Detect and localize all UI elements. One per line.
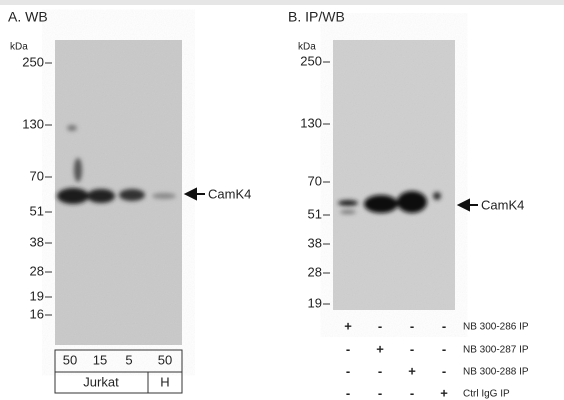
marker-label: 28 [30, 263, 44, 278]
sign: + [344, 318, 352, 333]
marker-label: 130 [22, 116, 44, 131]
sign: - [410, 385, 414, 400]
sign: - [378, 318, 382, 333]
sign: - [346, 385, 350, 400]
sign: - [442, 341, 446, 356]
sign: - [442, 318, 446, 333]
sign: - [378, 363, 382, 378]
unit-b: kDa [298, 42, 316, 53]
sign: + [408, 363, 416, 378]
lane-label: 50 [63, 352, 77, 367]
row-label: NB 300-287 IP [463, 345, 529, 356]
sign: + [376, 341, 384, 356]
target-a: CamK4 [208, 186, 251, 201]
lane-label: 15 [93, 352, 107, 367]
marker-label: 38 [308, 235, 322, 250]
unit-a: kDa [10, 42, 28, 53]
marker-label: 38 [30, 234, 44, 249]
marker-label: 51 [30, 203, 44, 218]
marker-label: 28 [308, 264, 322, 279]
group-label: Jurkat [83, 374, 119, 389]
sign: - [442, 363, 446, 378]
top-bar [0, 0, 564, 5]
marker-label: 19 [30, 288, 44, 303]
row-label: NB 300-286 IP [463, 322, 529, 333]
lane-label: 50 [158, 352, 172, 367]
sign: - [346, 341, 350, 356]
group-label: H [160, 374, 169, 389]
marker-label: 16 [30, 306, 44, 321]
arrow-b [456, 198, 478, 212]
sign: - [410, 341, 414, 356]
marker-label: 70 [308, 173, 322, 188]
arrow-a [183, 187, 205, 201]
sign: - [346, 363, 350, 378]
sign: + [440, 385, 448, 400]
marker-label: 250 [300, 53, 322, 68]
marker-label: 51 [308, 206, 322, 221]
marker-label: 19 [308, 295, 322, 310]
target-b: CamK4 [481, 197, 524, 212]
marker-label: 130 [300, 115, 322, 130]
lane-label: 5 [125, 352, 132, 367]
bands-b [338, 191, 441, 214]
blot-b-texture [333, 40, 455, 310]
marker-label: 70 [30, 168, 44, 183]
sign: - [378, 385, 382, 400]
row-label: Ctrl IgG IP [463, 389, 510, 400]
sign: - [410, 318, 414, 333]
row-label: NB 300-288 IP [463, 367, 529, 378]
panel-b-title: B. IP/WB [288, 9, 345, 25]
panel-a-title: A. WB [8, 9, 48, 25]
marker-label: 250 [22, 54, 44, 69]
bands-a [57, 125, 176, 204]
